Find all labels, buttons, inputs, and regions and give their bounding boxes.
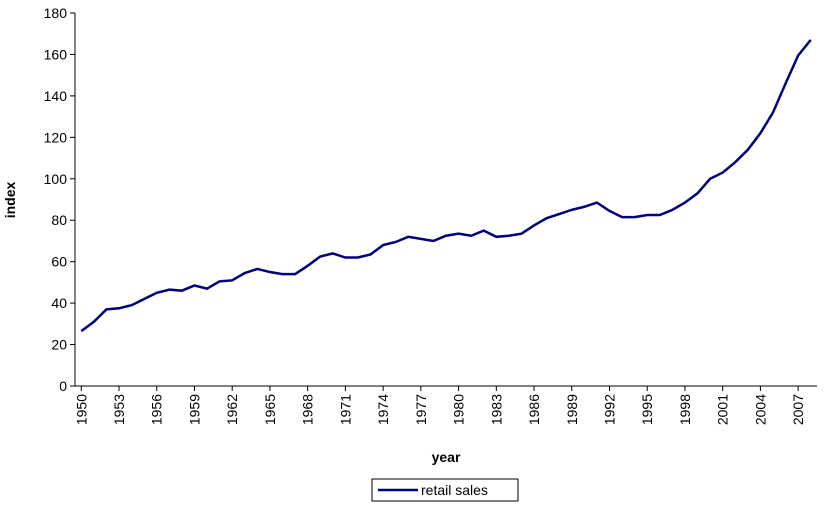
y-tick-label: 100 — [44, 171, 68, 187]
x-tick-label: 1968 — [300, 394, 316, 425]
legend-box — [371, 478, 519, 502]
x-tick-label: 1977 — [413, 394, 429, 425]
y-tick-label: 160 — [44, 46, 68, 62]
x-tick-label: 2004 — [752, 394, 768, 425]
x-tick-label: 1980 — [451, 394, 467, 425]
y-tick-label: 20 — [51, 337, 67, 353]
x-tick-label: 1989 — [564, 394, 580, 425]
y-tick-label: 120 — [44, 129, 68, 145]
x-tick-label: 1956 — [149, 394, 165, 425]
x-tick-label: 1950 — [73, 394, 89, 425]
x-tick-label: 1965 — [262, 394, 278, 425]
y-tick-label: 80 — [51, 212, 67, 228]
x-axis-title: year — [432, 449, 461, 465]
x-tick-label: 1992 — [601, 394, 617, 425]
legend-label: retail sales — [421, 482, 488, 498]
x-tick-label: 1962 — [224, 394, 240, 425]
x-tick-label: 1953 — [111, 394, 127, 425]
x-tick-label: 1971 — [337, 394, 353, 425]
x-tick-label: 1983 — [488, 394, 504, 425]
x-tick-label: 1995 — [639, 394, 655, 425]
y-tick-label: 140 — [44, 88, 68, 104]
y-tick-label: 40 — [51, 295, 67, 311]
x-tick-label: 2001 — [715, 394, 731, 425]
x-tick-label: 2007 — [790, 394, 806, 425]
y-tick-label: 60 — [51, 254, 67, 270]
line — [80, 39, 812, 333]
x-tick-label: 1959 — [186, 394, 202, 425]
x-tick-label: 1998 — [677, 394, 693, 425]
y-tick-label: 0 — [59, 378, 67, 394]
y-tick-label: 180 — [44, 5, 68, 21]
x-tick-label: 1986 — [526, 394, 542, 425]
y-axis-title: index — [2, 182, 18, 219]
x-tick-label: 1974 — [375, 394, 391, 425]
